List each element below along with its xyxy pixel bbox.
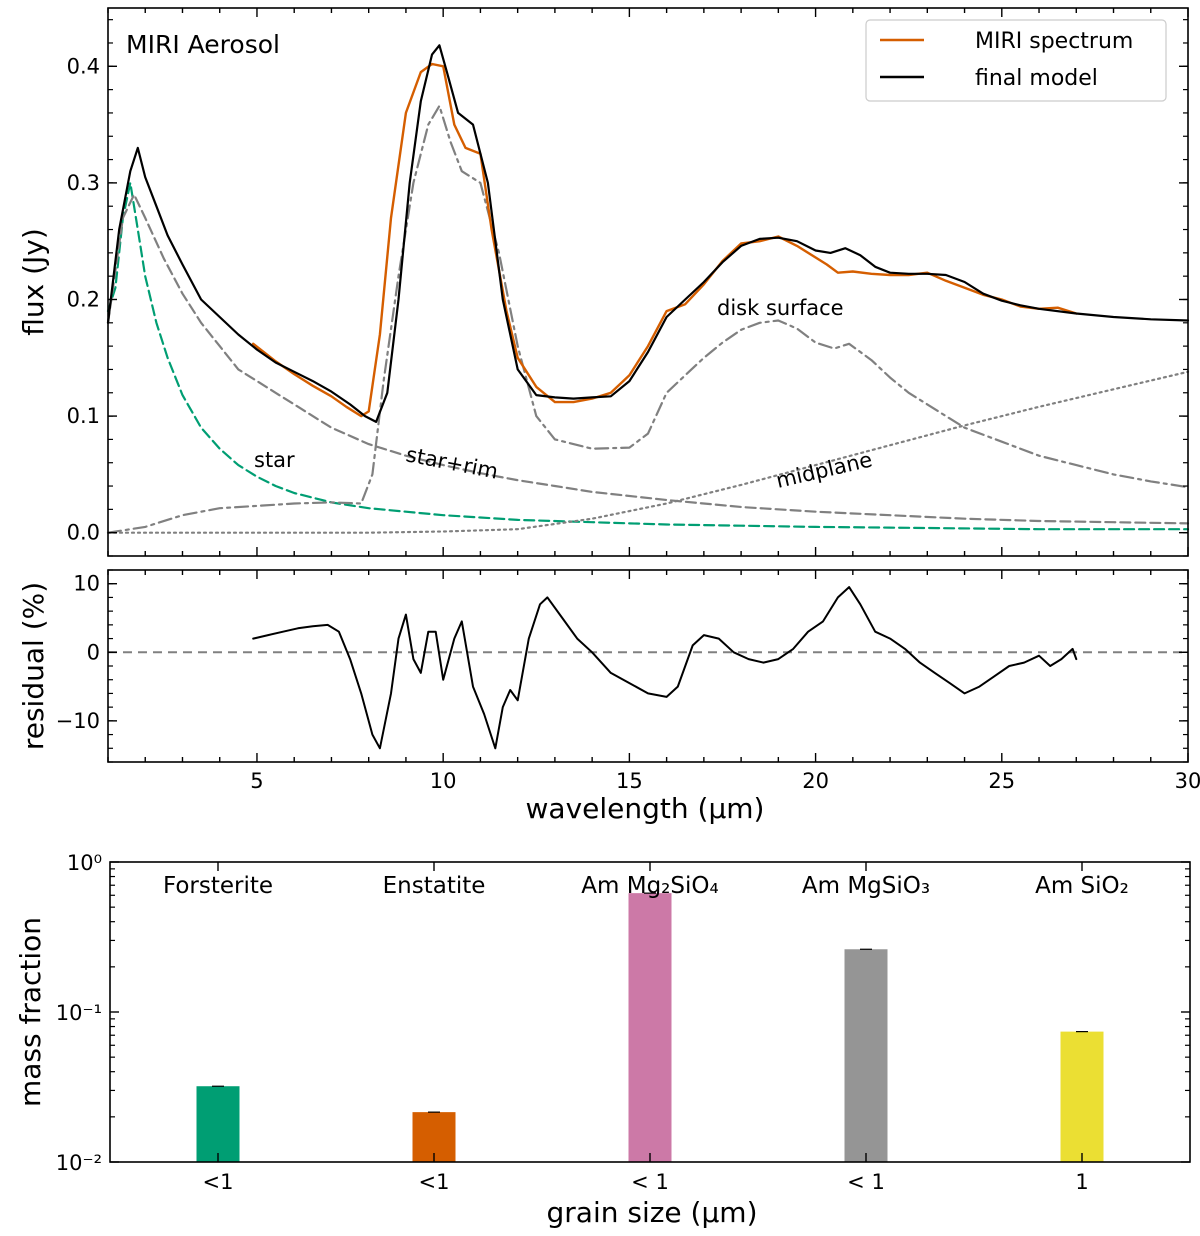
category-label-enstatite: Enstatite <box>383 873 486 899</box>
residual-ylabel: residual (%) <box>17 582 50 750</box>
annotation-star-rim: star+rim <box>404 442 500 483</box>
residual-xtick-label: 15 <box>616 769 643 793</box>
category-label-am-mg-sio: Am Mg₂SiO₄ <box>581 873 718 899</box>
grain-size-label: < 1 <box>631 1170 669 1194</box>
residual-ytick-label: 0 <box>87 640 100 664</box>
residual-xtick-label: 5 <box>250 769 263 793</box>
residual-xtick-label: 20 <box>802 769 829 793</box>
series-line-miri-spectrum <box>252 62 1078 418</box>
residual-xtick-label: 25 <box>988 769 1015 793</box>
residual-ytick-label: 10 <box>73 572 100 596</box>
mass-fraction-axes-frame <box>109 861 1191 1163</box>
spectrum-ytick-label: 0.0 <box>67 521 100 545</box>
residual-xtick-label: 30 <box>1175 769 1200 793</box>
spectrum-panel: 0.0 0.1 0.2 0.3 0.4 flux (Jy) MIRI Aerosol s… <box>17 7 1190 557</box>
residual-panel: 5 10 15 20 25 30 −10 0 10 residual (%) wavelengt… <box>17 569 1200 825</box>
category-label-forsterite: Forsterite <box>163 873 273 899</box>
series-line-star <box>106 181 1190 531</box>
spectrum-axes-frame <box>107 7 1189 557</box>
annotation-midplane: midplane <box>774 447 875 492</box>
spectrum-ytick-label: 0.4 <box>67 54 100 78</box>
residual-xlabel: wavelength (μm) <box>526 792 765 825</box>
series-line-final-model <box>106 44 1190 423</box>
spectrum-ytick-label: 0.2 <box>67 287 100 311</box>
mass-fraction-ytick-label: 10⁰ <box>67 851 102 875</box>
mass-fraction-ylabel: mass fraction <box>14 917 47 1107</box>
series-line-residual <box>252 586 1078 750</box>
category-label-am-mgsio: Am MgSiO₃ <box>802 873 930 899</box>
legend-label-miri-spectrum: MIRI spectrum <box>975 29 1133 54</box>
annotation-disk-surface: disk surface <box>717 296 844 320</box>
spectrum-ytick-label: 0.3 <box>67 171 100 195</box>
mass-fraction-panel: Forsterite <1 Enstatite <1 Am Mg₂SiO₄ < 1 Am M… <box>14 851 1191 1229</box>
legend-label-final-model: final model <box>975 66 1098 91</box>
residual-xtick-label: 10 <box>430 769 457 793</box>
mass-fraction-ytick-label: 10⁻¹ <box>56 1001 102 1025</box>
spectrum-ytick-label: 0.1 <box>67 404 100 428</box>
grain-size-label: <1 <box>203 1170 234 1194</box>
spectrum-title: MIRI Aerosol <box>126 30 280 59</box>
grain-size-label: 1 <box>1075 1170 1088 1194</box>
category-label-am-sio: Am SiO₂ <box>1035 873 1129 899</box>
mass-fraction-xlabel: grain size (μm) <box>547 1196 758 1229</box>
mass-fraction-ytick-label: 10⁻² <box>56 1151 102 1175</box>
legend-box <box>865 19 1167 102</box>
series-line-star-rim <box>106 193 1190 525</box>
annotation-star: star <box>254 448 295 472</box>
bar-forsterite <box>196 1086 240 1162</box>
bar-am-mg-sio <box>628 893 672 1162</box>
grain-size-label: <1 <box>419 1170 450 1194</box>
bar-am-mgsio <box>844 949 888 1162</box>
residual-ytick-label: −10 <box>56 709 100 733</box>
grain-size-label: < 1 <box>847 1170 885 1194</box>
series-line-midplane <box>106 370 1190 534</box>
residual-axes-frame <box>107 569 1189 763</box>
bar-am-sio <box>1060 1031 1104 1162</box>
legend: MIRI spectrum final model <box>865 19 1167 102</box>
spectrum-ylabel: flux (Jy) <box>17 228 50 336</box>
series-line-disk-surface <box>106 104 1190 534</box>
